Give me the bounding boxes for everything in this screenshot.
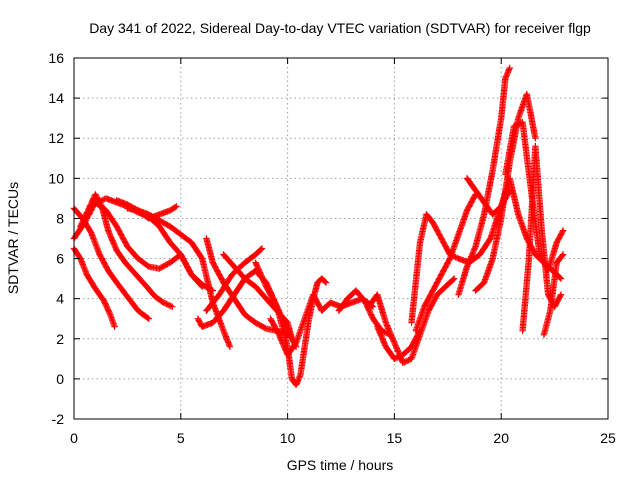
series-track-6: [113, 197, 234, 350]
data-point-markers: [124, 203, 180, 222]
y-tick-label: 12: [48, 130, 64, 146]
y-tick-label: 14: [48, 90, 64, 106]
x-tick-label: 5: [177, 430, 185, 446]
y-axis-label: SDTVAR / TECUs: [5, 182, 21, 294]
grid: [74, 58, 608, 419]
x-tick-label: 15: [387, 430, 403, 446]
data-point-markers: [70, 245, 118, 330]
series-track-7: [124, 203, 180, 222]
y-tick-label: 10: [48, 170, 64, 186]
series-track-23: [519, 143, 565, 334]
y-tick-label: 16: [48, 50, 64, 66]
y-tick-label: 8: [56, 210, 64, 226]
x-axis-label: GPS time / hours: [287, 457, 394, 473]
series-track-20: [455, 64, 513, 298]
x-tick-label: 10: [280, 430, 296, 446]
plot-frame: [73, 57, 609, 420]
y-tick-label: 4: [56, 291, 64, 307]
y-tick-label: 0: [56, 371, 64, 387]
data-point-markers: [267, 291, 377, 358]
series-track-1: [70, 245, 118, 330]
data-point-markers: [203, 245, 266, 314]
data-point-markers: [113, 197, 234, 350]
series-track-24: [540, 251, 567, 338]
y-tick-label: -2: [52, 411, 65, 427]
x-tick-label: 25: [600, 430, 616, 446]
axis-ticks: 0 5 10 15 20 25 -2 0 2 4 6 8 10 12 14 16: [48, 50, 616, 446]
x-tick-label: 20: [493, 430, 509, 446]
series-track-11: [203, 245, 266, 314]
data-point-markers: [455, 64, 513, 298]
chart-title: Day 341 of 2022, Sidereal Day-to-day VTE…: [89, 20, 591, 36]
y-tick-label: 6: [56, 251, 64, 267]
data-point-markers: [519, 143, 565, 334]
x-tick-label: 0: [70, 430, 78, 446]
y-tick-label: 2: [56, 331, 64, 347]
data-point-markers: [374, 323, 424, 362]
series-track-16: [374, 323, 424, 362]
series-track-13: [267, 291, 377, 358]
data-point-markers: [540, 251, 567, 338]
data-points: [70, 64, 567, 389]
